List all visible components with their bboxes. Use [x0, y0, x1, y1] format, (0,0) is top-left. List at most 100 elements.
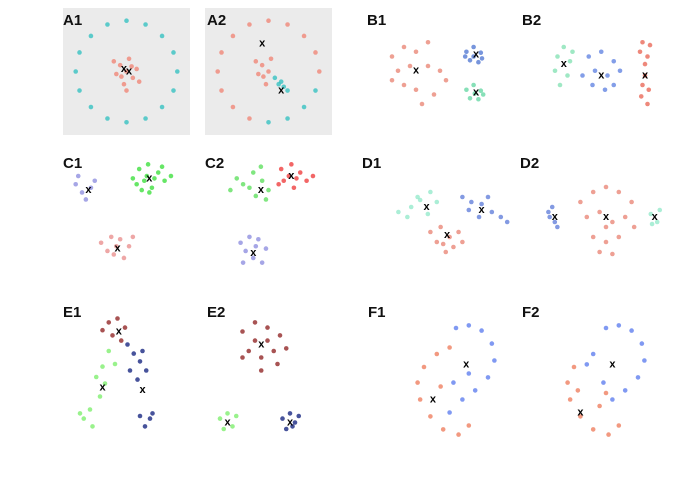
point [584, 214, 590, 220]
point [590, 234, 596, 240]
point [110, 333, 115, 338]
point [240, 181, 246, 187]
point [425, 63, 431, 69]
point [629, 328, 634, 333]
point [413, 87, 419, 93]
point [415, 194, 420, 200]
point [547, 214, 552, 220]
point [140, 348, 145, 354]
point [294, 176, 299, 181]
point [476, 214, 482, 220]
point [118, 338, 124, 343]
point [230, 33, 236, 39]
point [259, 62, 265, 68]
centroid: x [126, 65, 133, 77]
point [419, 101, 425, 107]
point [268, 56, 274, 62]
panel-title: C1 [63, 155, 82, 172]
point [266, 18, 271, 24]
point [125, 342, 130, 347]
point [631, 224, 637, 230]
centroid: x [642, 69, 649, 81]
point [434, 199, 440, 205]
point [88, 185, 94, 191]
centroid: x [577, 406, 584, 418]
point [171, 50, 176, 55]
point [266, 120, 271, 125]
centroid: x [552, 211, 559, 223]
point [281, 178, 287, 184]
point [440, 427, 446, 432]
point [464, 49, 469, 55]
point [286, 173, 292, 179]
centroid: x [224, 416, 231, 428]
point [137, 359, 143, 364]
point [111, 252, 117, 257]
point [567, 397, 573, 402]
centroid: x [250, 247, 257, 259]
point [471, 44, 476, 50]
centroid: x [139, 384, 146, 396]
point [297, 170, 303, 175]
point [291, 185, 297, 191]
point [149, 185, 155, 191]
point [476, 59, 481, 65]
point [247, 22, 252, 27]
centroid: x [598, 69, 605, 81]
point [443, 249, 449, 255]
point [215, 69, 220, 74]
point [259, 178, 265, 184]
point [451, 244, 456, 250]
centroid: x [473, 49, 480, 61]
point [73, 181, 78, 187]
point [428, 414, 433, 419]
panel-title: E1 [63, 304, 81, 321]
point [603, 224, 609, 230]
point [117, 62, 123, 68]
point [584, 362, 590, 367]
point [139, 187, 145, 193]
point [434, 239, 440, 245]
point [460, 397, 465, 402]
point [126, 243, 132, 249]
point [134, 181, 139, 187]
point [417, 397, 423, 402]
point [265, 325, 270, 330]
point [135, 377, 140, 382]
point [100, 364, 105, 369]
point [283, 426, 289, 432]
point [616, 189, 622, 195]
point [451, 380, 456, 385]
point [250, 170, 256, 175]
point [310, 173, 316, 179]
point [504, 219, 510, 225]
point [425, 211, 431, 217]
centroid: x [473, 87, 480, 99]
centroid: x [463, 358, 470, 370]
point [106, 320, 112, 325]
point [278, 166, 284, 172]
centroid: x [121, 63, 128, 75]
point [261, 74, 266, 79]
point [258, 164, 264, 169]
centroid: x [115, 243, 122, 255]
point [121, 255, 127, 261]
point [640, 39, 645, 45]
point [266, 187, 271, 193]
point [277, 333, 283, 338]
point [603, 325, 609, 331]
point [266, 69, 271, 74]
point [571, 364, 577, 370]
point [115, 316, 120, 321]
panel-title: C2 [205, 155, 224, 172]
point [105, 22, 110, 27]
point [578, 199, 583, 205]
point [654, 219, 660, 225]
centroid: x [259, 37, 266, 49]
centroid: x [116, 325, 123, 337]
point [258, 355, 264, 360]
point [271, 348, 277, 354]
point [150, 411, 155, 416]
point [287, 411, 293, 416]
point [401, 44, 407, 50]
